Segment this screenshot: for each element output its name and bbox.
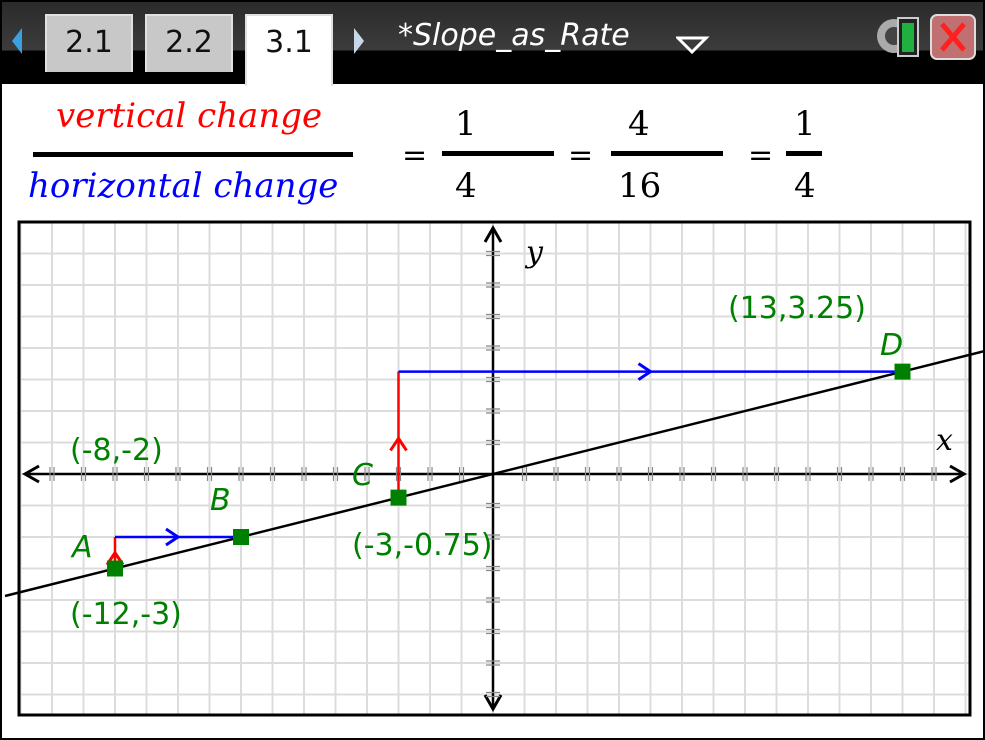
point-coordinate-label: (-8,-2) [70, 433, 163, 468]
point-name-B: B [210, 483, 231, 518]
y-tick [486, 565, 500, 572]
fraction-3-bar [786, 151, 822, 156]
y-tick [486, 313, 500, 320]
equals-sign: = [402, 138, 428, 173]
tab-2-1[interactable]: 2.1 [45, 14, 133, 72]
y-tick [486, 691, 500, 698]
x-axis-right-arrow-icon [949, 464, 968, 484]
settings-battery-icon[interactable] [872, 14, 924, 58]
x-tick [80, 467, 87, 481]
point-coordinate-label: (-3,-0.75) [352, 528, 492, 563]
close-icon[interactable] [930, 14, 976, 60]
point-D [894, 363, 911, 380]
x-tick [521, 467, 528, 481]
y-tick [486, 376, 500, 383]
x-tick [584, 467, 591, 481]
horizontal-change-label: horizontal change [28, 166, 339, 206]
x-tick [143, 467, 150, 481]
point-name-C: C [352, 458, 373, 493]
top-bar: 2.1 2.2 3.1 *Slope_as_Rate [0, 0, 985, 86]
equals-sign: = [568, 138, 594, 173]
x-tick [805, 467, 811, 481]
x-tick [868, 467, 874, 481]
y-tick [486, 439, 500, 446]
x-tick [836, 467, 843, 481]
x-tick [49, 467, 55, 481]
x-tick [710, 467, 717, 481]
y-axis-label: y [524, 235, 544, 270]
x-tick [332, 467, 339, 481]
x-tick [773, 467, 780, 481]
tab-3-1[interactable]: 3.1 [245, 14, 333, 86]
point-C [390, 489, 407, 506]
x-tick [301, 467, 307, 481]
fraction-2-numerator: 4 [628, 104, 650, 144]
point-name-D: D [880, 328, 903, 363]
point-A [107, 560, 123, 577]
dropdown-triangle-icon[interactable] [676, 34, 726, 56]
fraction-1-denominator: 4 [455, 166, 477, 206]
y-axis-up-arrow-icon [483, 224, 503, 243]
fraction-bar [33, 152, 353, 157]
x-tick [238, 467, 244, 481]
x-axis-label: x [936, 423, 953, 458]
y-tick [486, 628, 500, 635]
x-tick [679, 467, 685, 481]
x-tick [269, 467, 276, 481]
y-tick [486, 660, 500, 666]
fraction-1-numerator: 1 [455, 104, 477, 144]
x-tick [553, 467, 559, 481]
vertical-arrow-icon [389, 435, 408, 452]
x-tick [427, 467, 433, 481]
fraction-2-denominator: 16 [618, 166, 662, 206]
x-tick [206, 467, 213, 481]
y-tick [486, 345, 500, 351]
x-tick [395, 467, 402, 481]
vertical-change-label: vertical change [56, 96, 323, 136]
y-tick [486, 250, 500, 257]
document-title[interactable]: *Slope_as_Rate [398, 18, 630, 53]
fraction-3-numerator: 1 [794, 104, 816, 144]
x-tick [175, 467, 181, 481]
point-name-A: A [70, 530, 93, 565]
x-tick [931, 467, 937, 481]
y-tick [486, 408, 500, 414]
point-B [233, 529, 249, 545]
y-tick [486, 534, 500, 540]
x-tick [112, 467, 118, 481]
fraction-3-denominator: 4 [794, 166, 816, 206]
fraction-2-bar [611, 151, 723, 156]
x-tick [364, 467, 370, 481]
x-tick [899, 467, 906, 481]
equals-sign: = [748, 138, 774, 173]
point-coordinate-label: (-12,-3) [70, 597, 182, 632]
x-tick [616, 467, 622, 481]
y-tick [486, 282, 500, 288]
function-line [4, 349, 985, 598]
y-tick [486, 597, 500, 603]
y-tick [486, 502, 500, 509]
x-axis-left-arrow-icon [21, 464, 40, 484]
fraction-1-bar [442, 151, 554, 156]
x-tick [458, 467, 465, 481]
plot-border [17, 220, 972, 717]
tab-2-2[interactable]: 2.2 [145, 14, 233, 72]
left-arrow-icon[interactable] [10, 26, 24, 56]
point-coordinate-label: (13,3.25) [728, 291, 866, 326]
right-arrow-icon[interactable] [352, 26, 366, 56]
x-tick [742, 467, 748, 481]
horizontal-arrow-icon [637, 362, 654, 381]
x-tick [647, 467, 654, 481]
y-axis-down-arrow-icon [483, 694, 503, 713]
horizontal-arrow-icon [165, 527, 181, 547]
